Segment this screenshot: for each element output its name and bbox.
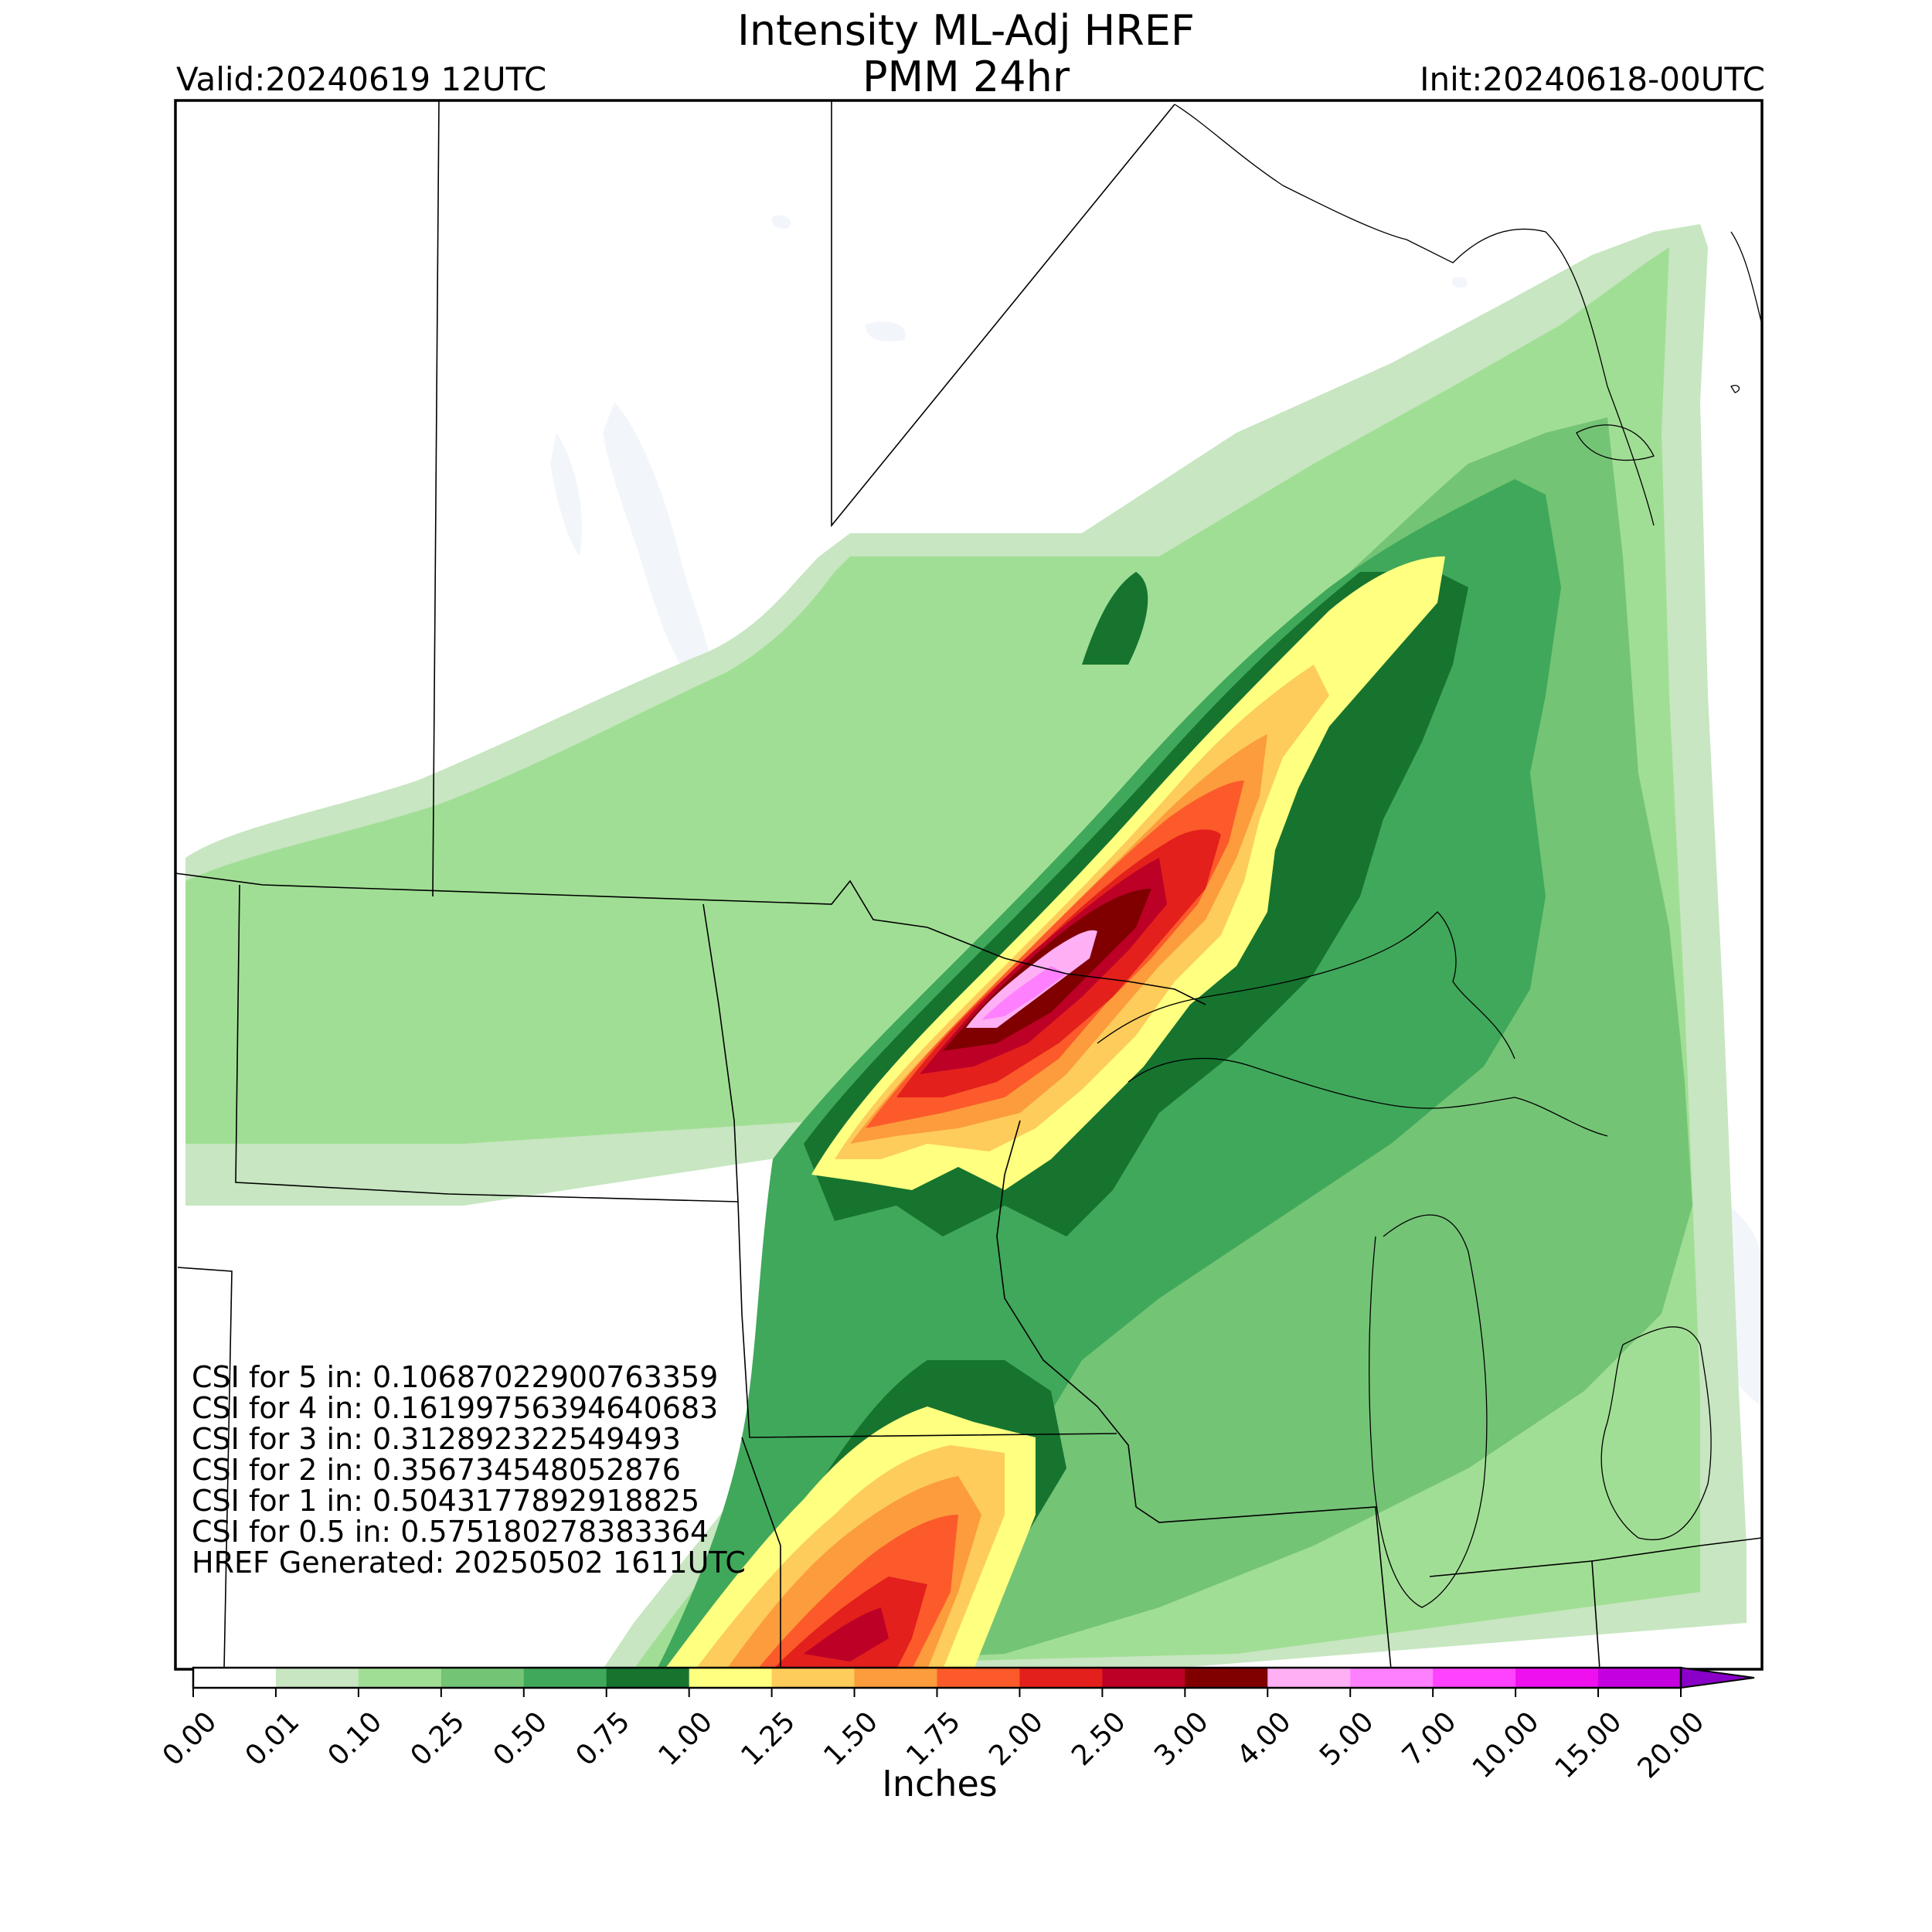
precip-2-50-south	[804, 1607, 889, 1662]
colorbar-swatch	[440, 1668, 525, 1688]
hudson-bay-coast	[1174, 104, 1655, 526]
boundaries	[175, 100, 1762, 1669]
manitoba-ontario-border	[831, 100, 1175, 528]
james-bay-coast	[1730, 231, 1762, 325]
csi-line-3in: CSI for 3 in: 0.312892322549493	[192, 1422, 681, 1456]
lake-superior-shore	[1128, 1057, 1608, 1137]
colorbar-swatch	[771, 1668, 855, 1688]
colorbar-ticks	[192, 1688, 1682, 1697]
lake-superior-north-shore	[1097, 911, 1515, 1060]
colorbar-swatch	[1019, 1668, 1103, 1688]
colorbar-swatch	[1598, 1668, 1682, 1688]
lake-winnipeg	[603, 402, 713, 696]
nd-mn-border	[702, 903, 739, 1202]
colorbar-swatches	[192, 1666, 1755, 1689]
wi-il-border	[1135, 1506, 1392, 1669]
colorbar-swatch	[1350, 1668, 1434, 1688]
mn-wi-border	[996, 1120, 1137, 1508]
precip-5-00	[981, 966, 1066, 1020]
colorbar-swatch	[854, 1668, 937, 1688]
colorbar-units-label: Inches	[882, 1763, 998, 1804]
csi-line-4in: CSI for 4 in: 0.16199756394640683	[192, 1391, 719, 1425]
colorbar-swatch	[937, 1668, 1020, 1688]
mn-south-border	[737, 1201, 1117, 1438]
colorbar-swatch	[193, 1668, 277, 1688]
precip-4-00	[966, 930, 1097, 1028]
init-time-label: Init:20240618-00UTC	[1420, 60, 1765, 98]
colorbar-swatch	[1433, 1668, 1516, 1688]
colorbar-swatch	[1185, 1668, 1268, 1688]
colorbar-swatch	[523, 1668, 607, 1688]
canada-us-border	[175, 872, 1206, 1005]
lake-manitoba	[550, 433, 583, 556]
csi-line-5in: CSI for 5 in: 0.10687022900763359	[192, 1360, 719, 1394]
colorbar-swatch	[1515, 1668, 1599, 1688]
colorbar-swatch	[275, 1668, 359, 1688]
colorbar-swatch	[1102, 1668, 1185, 1688]
precipitation-field	[185, 224, 1747, 1669]
csi-stats-panel: CSI for 5 in: 0.10687022900763359 CSI fo…	[192, 1362, 746, 1578]
map-title-line2: PMM 24hr	[862, 53, 1070, 101]
colorbar-swatch	[689, 1668, 773, 1688]
csi-line-2in: CSI for 2 in: 0.356734548052876	[192, 1453, 681, 1487]
colorbar-swatch	[1267, 1668, 1351, 1688]
michigan-peninsula-shore	[1600, 1326, 1712, 1541]
sd-south-border	[177, 1267, 233, 1669]
csi-line-1in: CSI for 1 in: 0.5043177892918825	[192, 1484, 700, 1518]
colorbar-swatch	[358, 1668, 442, 1688]
iowa-border	[741, 1437, 781, 1669]
ontario-inland-lakes	[1576, 385, 1740, 461]
map-title-line1: Intensity ML-Adj HREF	[737, 6, 1195, 55]
lake-michigan-shore	[1369, 1214, 1488, 1608]
href-generated-line: HREF Generated: 20250502 1611UTC	[192, 1546, 746, 1580]
north-dakota-south-border	[235, 884, 739, 1202]
ohio-border	[1591, 1537, 1762, 1562]
csi-line-0-5in: CSI for 0.5 in: 0.575180278383364	[192, 1515, 709, 1549]
colorbar-swatch	[606, 1668, 690, 1688]
coastlines	[1097, 104, 1762, 1608]
valid-time-label: Valid:20240619 12UTC	[176, 60, 547, 98]
saskatchewan-manitoba-border	[432, 100, 440, 897]
colorbar-extend-arrow	[1680, 1666, 1755, 1689]
